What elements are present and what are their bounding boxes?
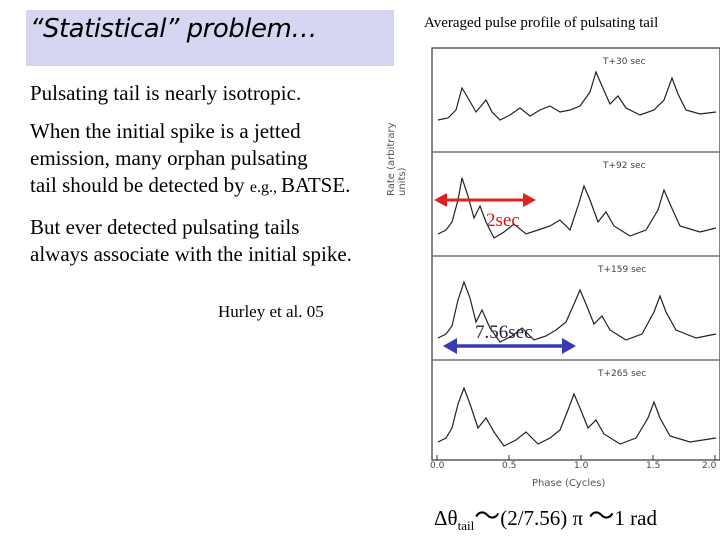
x-tick-4: 2.0 (702, 461, 717, 471)
red-double-arrow (434, 193, 536, 207)
x-tick-2: 1.0 (574, 461, 589, 471)
formula-tilde-1: ～ (474, 502, 501, 531)
annotation-2sec: 2sec (486, 210, 520, 231)
title-background (26, 10, 394, 66)
x-tick-3: 1.5 (646, 461, 661, 471)
formula-subscript: tail (457, 518, 475, 534)
profile-curve-4 (437, 386, 717, 447)
figure-frame (431, 47, 720, 461)
panel-label-4: T+265 sec (598, 369, 647, 379)
x-axis-label: Phase (Cycles) (532, 478, 606, 489)
paragraph-jetted-line3: tail should be detected by e.g., BATSE. (30, 172, 350, 201)
y-axis-label: Rate (arbitrary units) (386, 122, 408, 196)
formula-tilde-2: ～ (588, 502, 615, 531)
panel-label-3: T+159 sec (598, 265, 647, 275)
figure-title: Averaged pulse profile of pulsating tail (424, 15, 659, 31)
x-axis-ticks (436, 455, 716, 460)
profile-curve-2 (437, 177, 717, 239)
paragraph-association-line1: But ever detected pulsating tails (30, 215, 300, 239)
profile-panel-3 (432, 256, 720, 356)
reference-citation: Hurley et al. 05 (218, 302, 324, 321)
paragraph-jetted-line2: emission, many orphan pulsating (30, 146, 308, 170)
profile-curve-3 (437, 280, 717, 343)
panel-label-2: T+92 sec (603, 161, 646, 171)
formula-middle: (2/7.56) π (500, 506, 584, 530)
paragraph-isotropic: Pulsating tail is nearly isotropic. (30, 81, 302, 105)
formula-delta-theta: Δθ (434, 506, 458, 530)
blue-double-arrow (443, 338, 576, 354)
paragraph-jetted-line1: When the initial spike is a jetted (30, 119, 301, 143)
profile-panel-2 (432, 152, 720, 252)
x-tick-0: 0.0 (430, 461, 445, 471)
paragraph-jetted-eg: e.g., (249, 179, 281, 196)
formula-end: 1 rad (614, 506, 657, 530)
profile-curve-1 (437, 70, 717, 121)
paragraph-jetted-batse: BATSE. (280, 173, 351, 197)
x-tick-1: 0.5 (502, 461, 517, 471)
annotation-7-56sec: 7.56sec (475, 322, 533, 343)
slide-title: “Statistical” problem… (30, 14, 317, 44)
paragraph-jetted-line3-text: tail should be detected by (30, 173, 250, 197)
panel-label-1: T+30 sec (603, 57, 646, 67)
angle-formula: Δθtail～(2/7.56) π ～1 rad (434, 496, 657, 534)
paragraph-association-line2: always associate with the initial spike. (30, 242, 352, 266)
profile-panel-1 (432, 48, 720, 148)
profile-panel-4 (432, 360, 720, 460)
